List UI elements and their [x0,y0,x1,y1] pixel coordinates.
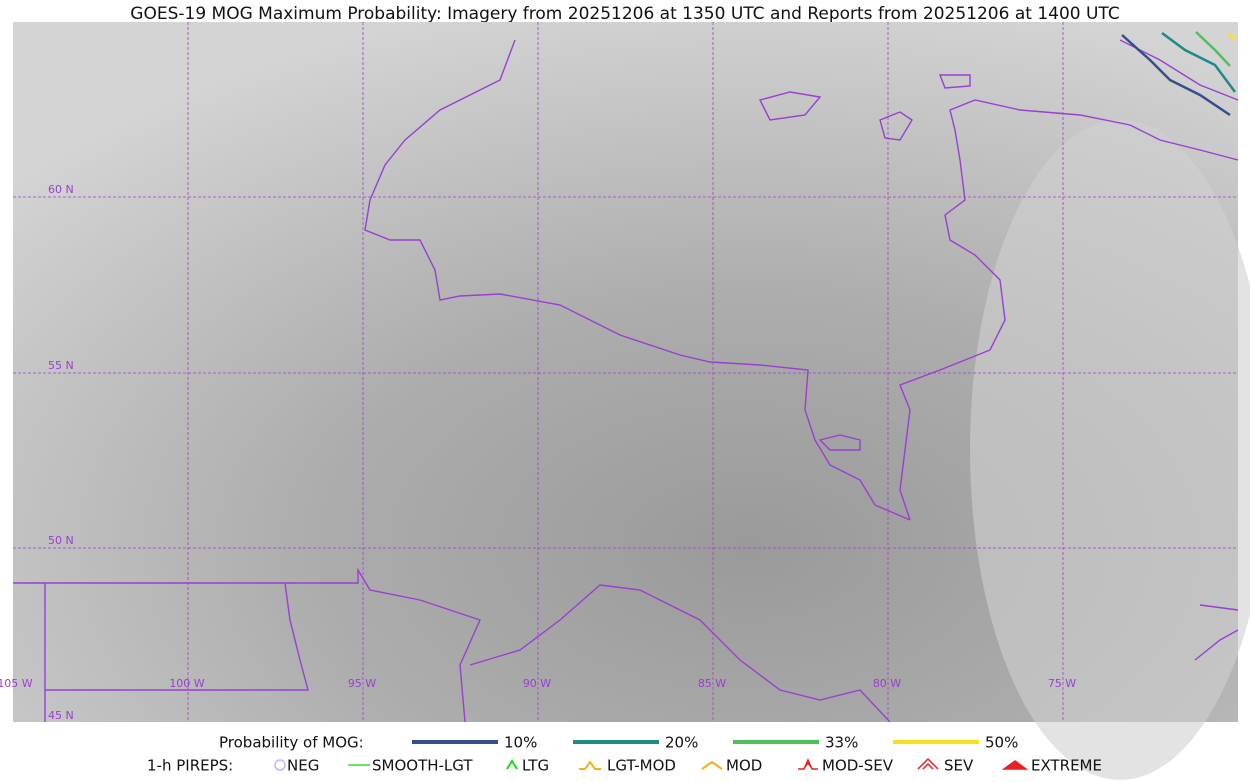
legend-label: 50% [985,734,1018,752]
contour [1195,31,1231,67]
lon-label: 105 W [0,677,33,690]
state-lines [44,582,309,722]
lat-label: 50 N [48,534,74,547]
legend-icon [917,757,939,770]
legend-icon [274,759,286,771]
cloud-band [970,120,1250,780]
legend-icon [579,760,601,770]
legend-label: LGT-MOD [607,757,676,775]
title: GOES-19 MOG Maximum Probability: Imagery… [130,4,1119,24]
legend-label: SMOOTH-LGT [372,757,473,775]
legend-label: SEV [944,757,974,775]
coast-se [1194,604,1239,661]
island [758,91,822,121]
lon-label: 75 W [1048,677,1076,690]
legend-label: 20% [665,734,698,752]
legend-label: MOD [726,757,762,775]
island [879,111,913,141]
lon-label: 100 W [169,677,204,690]
legend-label: 10% [504,734,537,752]
lon-label: 95 W [348,677,376,690]
lon-label: 85 W [698,677,726,690]
island [818,434,861,451]
island [938,74,971,89]
lat-label: 60 N [48,183,74,196]
legend-icon [701,760,723,770]
lon-label: 80 W [873,677,901,690]
lat-label: 45 N [48,709,74,722]
great-lakes [469,584,891,723]
contour [1227,32,1236,41]
contour [1121,34,1231,117]
contour [1161,31,1237,93]
legend-label: MOD-SEV [822,757,894,775]
legend-label: NEG [287,757,319,775]
coastlines [13,39,1239,723]
legend-icon [506,759,518,770]
legend-title: 1-h PIREPS: [147,757,233,775]
legend-label: 33% [825,734,858,752]
lat-label: 55 N [48,359,74,372]
mog-contours [1121,31,1237,117]
lon-label: 90 W [523,677,551,690]
legend-icon [1001,760,1029,770]
legend-title: Probability of MOG: [219,734,364,752]
border [13,567,481,723]
hudson-bay-east [899,99,1239,521]
hudson-bay-west [364,39,911,521]
legend: Probability of MOG: 10% 20% 33% 50% 1-h PIREP… [147,734,1102,775]
map: 60 N 55 N 50 N 45 N 105 W 100 W 95 W 90 W 85 W 80… [0,22,1250,780]
legend-icon [798,758,818,770]
legend-label: EXTREME [1031,757,1102,775]
legend-label: LTG [522,757,549,775]
